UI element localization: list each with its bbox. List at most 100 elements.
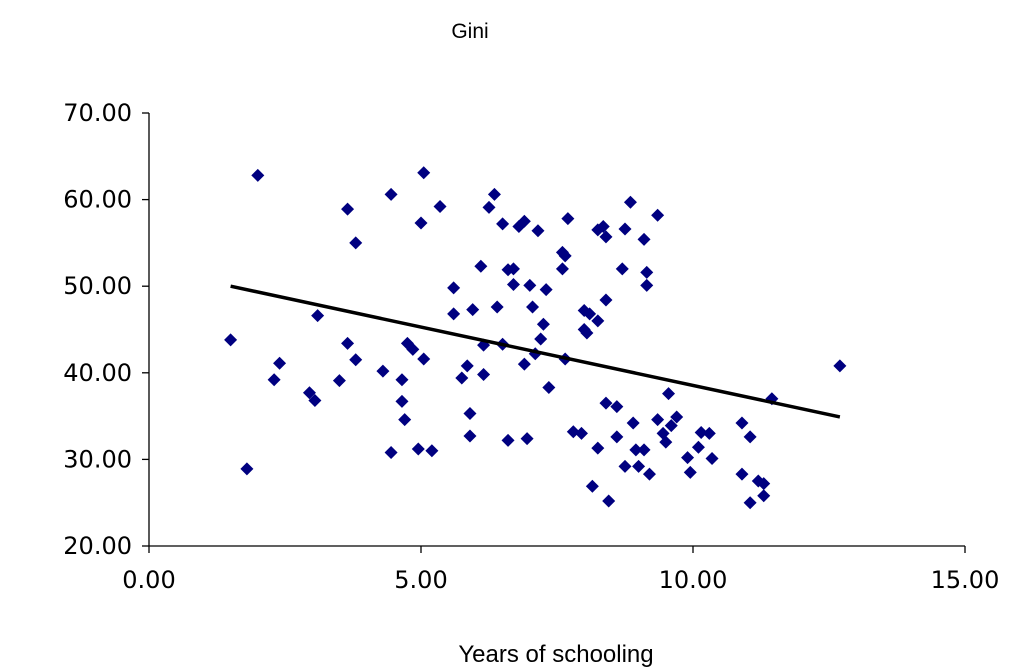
data-point xyxy=(757,489,771,503)
data-point xyxy=(349,236,363,250)
data-point xyxy=(629,443,643,457)
x-tick-label: 15.00 xyxy=(931,566,1000,594)
data-point xyxy=(591,314,605,328)
data-point xyxy=(640,278,654,292)
data-point xyxy=(487,187,501,201)
data-point xyxy=(615,262,629,276)
data-point xyxy=(517,214,531,228)
data-point xyxy=(640,265,654,279)
data-point xyxy=(659,435,673,449)
data-point xyxy=(599,230,613,244)
data-point xyxy=(496,217,510,231)
data-points xyxy=(224,166,847,510)
data-point xyxy=(681,451,695,465)
trend-line xyxy=(230,284,841,419)
data-point xyxy=(539,283,553,297)
x-axis-label: Years of schooling xyxy=(458,641,653,668)
data-point xyxy=(341,336,355,350)
data-point xyxy=(520,432,534,446)
data-point xyxy=(251,168,265,182)
y-tick-label: 70.00 xyxy=(63,99,132,127)
data-point xyxy=(224,333,238,347)
data-point xyxy=(447,307,461,321)
data-point xyxy=(694,426,708,440)
data-point xyxy=(555,262,569,276)
data-point xyxy=(599,396,613,410)
data-point xyxy=(632,459,646,473)
chart-title: Gini xyxy=(451,20,488,43)
data-point xyxy=(743,496,757,510)
y-tick-label: 60.00 xyxy=(63,186,132,214)
data-point xyxy=(332,374,346,388)
data-point xyxy=(542,381,556,395)
data-point xyxy=(414,216,428,230)
data-point xyxy=(395,394,409,408)
data-point xyxy=(599,293,613,307)
data-point xyxy=(534,332,548,346)
y-axis-ticks: 20.00 30.00 40.00 50.00 60.00 70.00 xyxy=(63,99,149,560)
data-point xyxy=(596,219,610,233)
data-point xyxy=(425,444,439,458)
data-point xyxy=(526,300,540,314)
data-point xyxy=(273,356,287,370)
data-point xyxy=(702,426,716,440)
data-point xyxy=(602,494,616,508)
data-point xyxy=(574,426,588,440)
data-point xyxy=(267,373,281,387)
data-point xyxy=(384,445,398,459)
data-point xyxy=(580,326,594,340)
data-point xyxy=(705,452,719,466)
data-point xyxy=(651,413,665,427)
data-point xyxy=(341,202,355,216)
y-tick-label: 30.00 xyxy=(63,445,132,473)
y-tick-label: 20.00 xyxy=(63,532,132,560)
data-point xyxy=(517,357,531,371)
y-tick-label: 40.00 xyxy=(63,359,132,387)
data-point xyxy=(349,353,363,367)
data-point xyxy=(743,430,757,444)
data-point xyxy=(610,430,624,444)
data-point xyxy=(384,187,398,201)
data-point xyxy=(417,166,431,180)
data-point xyxy=(558,249,572,263)
data-point xyxy=(757,477,771,491)
data-point xyxy=(683,465,697,479)
data-point xyxy=(455,371,469,385)
x-tick-label: 0.00 xyxy=(122,566,175,594)
data-point xyxy=(482,200,496,214)
data-point xyxy=(463,429,477,443)
data-point xyxy=(637,443,651,457)
data-point xyxy=(610,400,624,414)
data-point xyxy=(460,359,474,373)
x-tick-label: 5.00 xyxy=(394,566,447,594)
data-point xyxy=(308,394,322,408)
data-point xyxy=(411,442,425,456)
data-point xyxy=(623,195,637,209)
data-point xyxy=(691,440,705,454)
data-point xyxy=(506,277,520,291)
data-point xyxy=(585,479,599,493)
data-point xyxy=(662,387,676,401)
data-point xyxy=(637,232,651,246)
data-point xyxy=(670,410,684,424)
x-tick-label: 10.00 xyxy=(659,566,728,594)
data-point xyxy=(664,419,678,433)
data-point xyxy=(398,413,412,427)
x-axis-ticks: 0.00 5.00 10.00 15.00 xyxy=(122,546,999,594)
data-point xyxy=(477,368,491,382)
data-point xyxy=(536,317,550,331)
data-point xyxy=(735,416,749,430)
data-point xyxy=(561,212,575,226)
data-point xyxy=(626,416,640,430)
data-point xyxy=(395,373,409,387)
data-point xyxy=(651,208,665,222)
data-point xyxy=(591,441,605,455)
y-tick-label: 50.00 xyxy=(63,272,132,300)
data-point xyxy=(735,467,749,481)
data-point xyxy=(417,352,431,366)
data-point xyxy=(642,467,656,481)
data-point xyxy=(474,259,488,273)
data-point xyxy=(463,407,477,421)
data-point xyxy=(501,433,515,447)
